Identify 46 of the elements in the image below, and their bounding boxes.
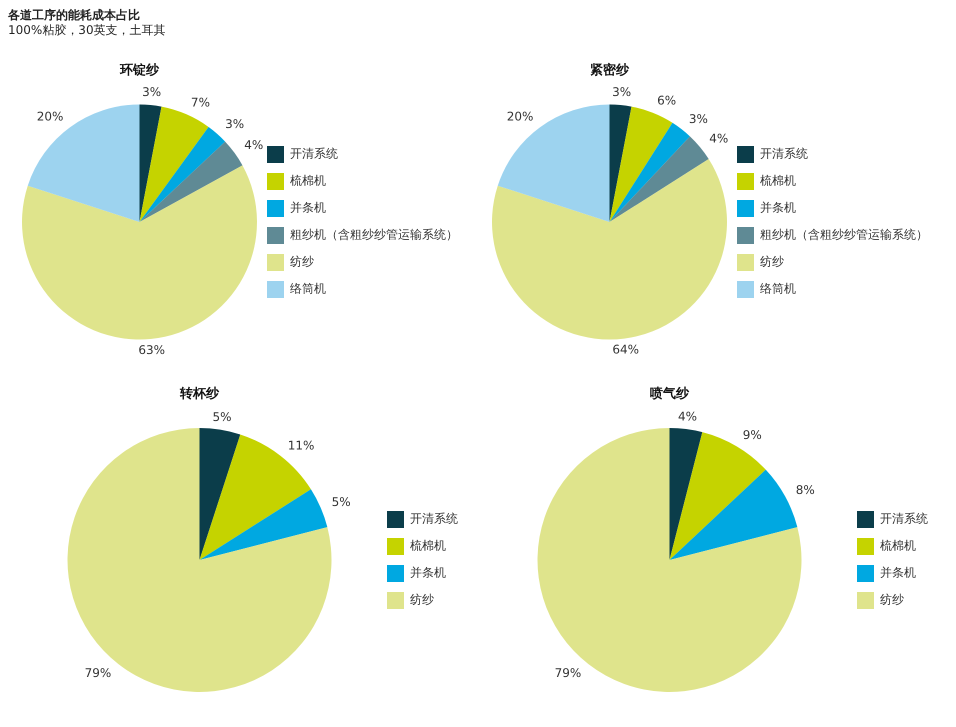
legend-label: 并条机	[880, 566, 916, 580]
chart-title: 喷气纱	[650, 386, 690, 402]
legend-label: 络筒机	[290, 282, 326, 296]
legend-label: 梳棉机	[760, 174, 796, 188]
legend-label: 开清系统	[290, 146, 338, 161]
data-label: 11%	[288, 438, 314, 452]
legend-label: 开清系统	[880, 512, 928, 526]
legend-label: 粗纱机（含粗纱纱管运输系统）	[290, 228, 458, 242]
data-label: 8%	[796, 482, 815, 497]
legend-label: 并条机	[760, 200, 796, 215]
legend-label: 纺纱	[290, 254, 314, 269]
data-label: 3%	[612, 85, 632, 100]
chart-title: 转杯纱	[179, 386, 220, 402]
data-label: 3%	[142, 85, 162, 100]
data-label: 3%	[688, 112, 708, 126]
legend-label: 络筒机	[760, 282, 796, 296]
legend-label: 并条机	[410, 566, 446, 580]
data-label: 4%	[678, 409, 698, 424]
data-label: 79%	[554, 666, 582, 680]
data-label: 4%	[709, 132, 728, 146]
data-label: 64%	[612, 342, 640, 357]
legend-label: 梳棉机	[410, 538, 446, 553]
data-label: 7%	[190, 95, 210, 110]
data-label: 63%	[138, 343, 166, 358]
data-label: 4%	[244, 138, 264, 152]
data-label: 5%	[332, 494, 351, 509]
chart-title: 环锭纱	[119, 62, 160, 78]
legend-label: 纺纱	[880, 592, 904, 607]
legend-label: 纺纱	[760, 254, 784, 269]
text: 各道工序的能耗成本占比	[8, 8, 141, 23]
data-label: 6%	[657, 94, 676, 108]
legend-label: 梳棉机	[290, 174, 326, 188]
legend-label: 粗纱机（含粗纱纱管运输系统）	[760, 228, 928, 242]
data-label: 3%	[225, 116, 244, 131]
legend-label: 开清系统	[410, 512, 458, 526]
data-label: 5%	[212, 410, 232, 424]
data-label: 9%	[742, 428, 762, 442]
chart-title: 紧密纱	[590, 62, 630, 78]
legend-label: 纺纱	[410, 592, 434, 607]
text: 100%粘胶，30英支，土耳其	[8, 23, 167, 38]
data-label: 20%	[36, 109, 64, 124]
legend-label: 梳棉机	[880, 538, 916, 553]
legend-label: 开清系统	[760, 146, 808, 161]
data-label: 20%	[506, 109, 534, 124]
legend-label: 并条机	[290, 200, 326, 215]
data-label: 79%	[84, 666, 112, 680]
